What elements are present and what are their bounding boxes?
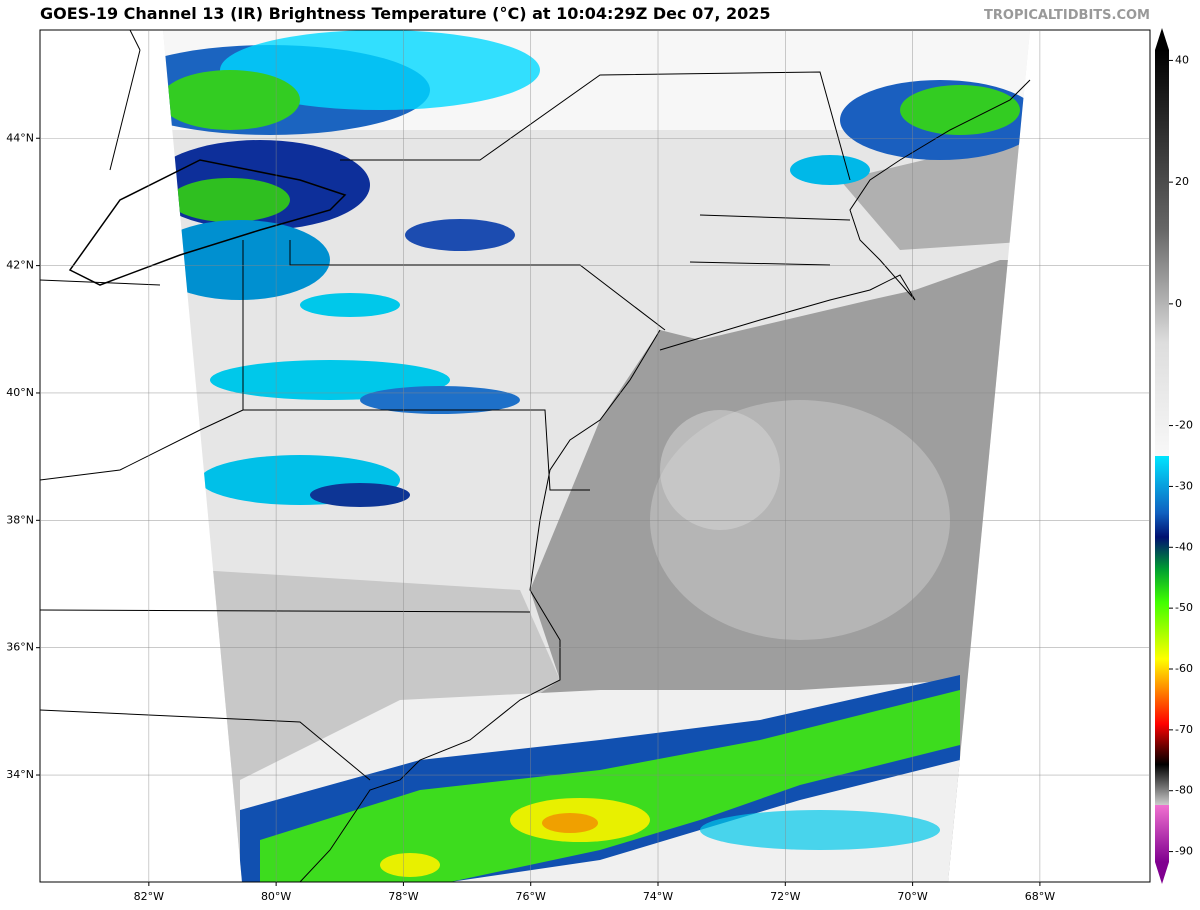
- lon-label: 70°W: [897, 890, 927, 903]
- lon-label: 74°W: [643, 890, 673, 903]
- satellite-swath: [163, 30, 1030, 882]
- lon-label: 80°W: [261, 890, 291, 903]
- colorbar-label: 20: [1175, 175, 1189, 188]
- colorbar-label: -20: [1175, 419, 1193, 432]
- lon-label: 78°W: [388, 890, 418, 903]
- lat-label: 44°N: [6, 131, 34, 144]
- map-area: [40, 30, 1150, 882]
- colorbar-label: -90: [1175, 845, 1193, 858]
- lon-label: 82°W: [134, 890, 164, 903]
- lon-label: 76°W: [516, 890, 546, 903]
- colorbar-label: 0: [1175, 297, 1182, 310]
- colorbar-label: -60: [1175, 662, 1193, 675]
- lon-label: 68°W: [1025, 890, 1055, 903]
- colorbar-label: -50: [1175, 601, 1193, 614]
- colorbar-label: -80: [1175, 784, 1193, 797]
- lat-label: 38°N: [6, 513, 34, 526]
- colorbar: 40 20 0 -20 -30 -40 -50 -60 -70 -80 -90: [1155, 28, 1193, 884]
- colorbar-label: -30: [1175, 479, 1193, 492]
- colorbar-label: 40: [1175, 53, 1189, 66]
- lat-label: 40°N: [6, 386, 34, 399]
- coastlines: [40, 30, 1031, 882]
- colorbar-bottom-arrow: [1155, 862, 1169, 884]
- colorbar-gradient: [1155, 50, 1169, 862]
- map-title: GOES-19 Channel 13 (IR) Brightness Tempe…: [40, 4, 771, 23]
- colorbar-label: -40: [1175, 540, 1193, 553]
- colorbar-label: -70: [1175, 723, 1193, 736]
- lat-label: 42°N: [6, 259, 34, 272]
- map-frame: [39, 29, 1151, 883]
- lat-label: 34°N: [6, 768, 34, 781]
- lon-label: 72°W: [770, 890, 800, 903]
- lat-label: 36°N: [6, 641, 34, 654]
- colorbar-top-arrow: [1155, 28, 1169, 50]
- watermark: TROPICALTIDBITS.COM: [984, 8, 1150, 23]
